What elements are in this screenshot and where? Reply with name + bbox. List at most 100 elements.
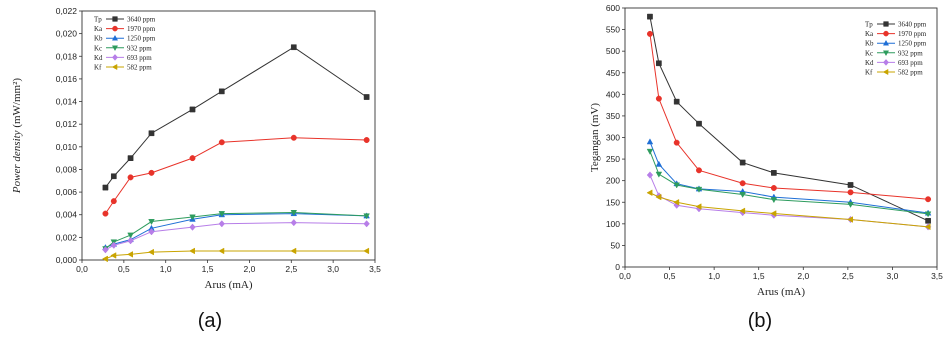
- data-point-kf: [655, 193, 662, 201]
- data-point-kc: [218, 211, 226, 218]
- legend-code: Kb: [865, 40, 874, 48]
- data-point-kc: [290, 210, 298, 216]
- legend-label: 1250 ppm: [127, 35, 156, 43]
- data-point-tp: [148, 130, 155, 137]
- data-point-kd: [189, 223, 196, 231]
- x-axis-title: Arus (mA): [757, 286, 805, 298]
- series-line-kd: [105, 222, 367, 251]
- data-point-ka: [189, 155, 196, 162]
- data-point-kd: [363, 220, 370, 228]
- data-point-kc: [655, 171, 663, 178]
- legend-label: 1970 ppm: [898, 30, 927, 38]
- data-point-kb: [655, 160, 663, 167]
- legend-label: 1970 ppm: [127, 25, 156, 33]
- legend-label: 582 ppm: [898, 69, 923, 77]
- data-point-kc: [770, 197, 778, 204]
- data-point-kd: [218, 220, 225, 228]
- y-tick-label: 0,002: [56, 232, 78, 242]
- data-point-kc: [363, 213, 370, 220]
- legend-code: Kd: [865, 59, 874, 67]
- data-point-kc: [739, 192, 746, 198]
- x-tick-label: 0,5: [118, 264, 130, 274]
- y-tick-label: 550: [606, 25, 620, 35]
- data-point-tp: [925, 217, 931, 224]
- data-point-tp: [102, 184, 109, 191]
- y-tick-label: 0,006: [56, 187, 78, 197]
- legend-marker-kf: [882, 68, 889, 76]
- x-tick-label: 2,0: [244, 264, 256, 274]
- legend-code: Kf: [94, 64, 102, 72]
- series-line-kc: [649, 151, 929, 215]
- data-point-kf: [847, 216, 853, 223]
- data-point-kc: [148, 219, 155, 226]
- data-point-tp: [673, 98, 680, 105]
- data-point-kc: [189, 214, 196, 221]
- x-tick-label: 2,5: [842, 271, 854, 281]
- plot-frame: [624, 7, 938, 268]
- legend-marker-kf: [111, 63, 118, 71]
- legend-marker-kc: [111, 45, 119, 52]
- data-point-kc: [673, 182, 680, 189]
- data-point-kf: [147, 248, 154, 256]
- x-tick-label: 2,0: [797, 271, 809, 281]
- legend-code: Tp: [865, 21, 873, 29]
- data-point-tp: [847, 182, 854, 188]
- data-point-kc: [924, 211, 932, 218]
- y-tick-label: 0,022: [56, 6, 78, 16]
- y-tick-label: 0,020: [56, 29, 78, 39]
- data-point-kf: [188, 247, 195, 255]
- legend-marker-ka: [883, 30, 889, 37]
- y-tick-label: 150: [606, 197, 620, 207]
- data-point-ka: [102, 210, 109, 217]
- data-point-kf: [739, 207, 746, 215]
- data-point-kf: [218, 247, 225, 255]
- series-line-kc: [105, 211, 367, 250]
- x-tick-label: 0,0: [76, 264, 88, 274]
- data-point-ka: [363, 137, 370, 144]
- y-tick-label: 350: [606, 111, 620, 121]
- x-tick-label: 1,5: [202, 264, 214, 274]
- legend-label: 3640 ppm: [127, 16, 156, 24]
- data-point-kc: [127, 232, 134, 239]
- data-point-kd: [127, 237, 134, 245]
- data-point-kf: [673, 198, 680, 206]
- data-point-kf: [110, 252, 117, 259]
- y-tick-label: 600: [606, 3, 620, 13]
- chart-panel-b: 0,0 0,5 1,0 1,5 2,0 2,5 3,0 3,5 0 50 100 150 200 250 3…: [589, 3, 943, 332]
- data-point-kc: [695, 186, 703, 193]
- legend-label: 932 ppm: [898, 49, 923, 57]
- data-point-ka: [127, 174, 134, 181]
- y-tick-label: 500: [606, 46, 620, 56]
- x-tick-label: 1,5: [753, 271, 765, 281]
- data-point-ka: [739, 180, 746, 187]
- y-tick-label: 200: [606, 176, 620, 186]
- series-line-ka: [649, 33, 929, 200]
- y-tick-label: 400: [606, 89, 620, 99]
- series-line-tp: [649, 16, 929, 222]
- data-point-tp: [290, 44, 297, 51]
- y-tick-label: 300: [606, 133, 620, 143]
- x-tick-label: 1,0: [160, 264, 172, 274]
- data-point-tp: [647, 13, 653, 20]
- y-axis-title: Power density (mW/mm²): [11, 78, 23, 194]
- data-point-kf: [924, 223, 931, 231]
- chart-panel-a: 0,0 0,5 1,0 1,5 2,0 2,5 3,0 3,5 0,000 0,002 0,004 0…: [11, 6, 381, 332]
- legend-code: Ka: [94, 25, 103, 33]
- plot-frame: [81, 10, 376, 261]
- legend-code: Kd: [94, 54, 103, 62]
- data-point-tp: [739, 159, 746, 166]
- data-point-kc: [847, 201, 854, 208]
- legend-label: 3640 ppm: [898, 21, 927, 29]
- data-point-kf: [290, 247, 297, 255]
- y-tick-label: 0,010: [56, 142, 78, 152]
- legend-marker-kb: [882, 39, 890, 46]
- data-point-kd: [102, 246, 109, 254]
- legend-code: Ka: [865, 30, 874, 38]
- data-point-ka: [218, 139, 225, 146]
- y-tick-label: 0,008: [56, 164, 78, 174]
- legend-marker-kd: [883, 59, 889, 66]
- data-point-ka: [696, 167, 702, 174]
- legend-code: Kc: [94, 44, 102, 52]
- data-point-kb: [646, 138, 654, 145]
